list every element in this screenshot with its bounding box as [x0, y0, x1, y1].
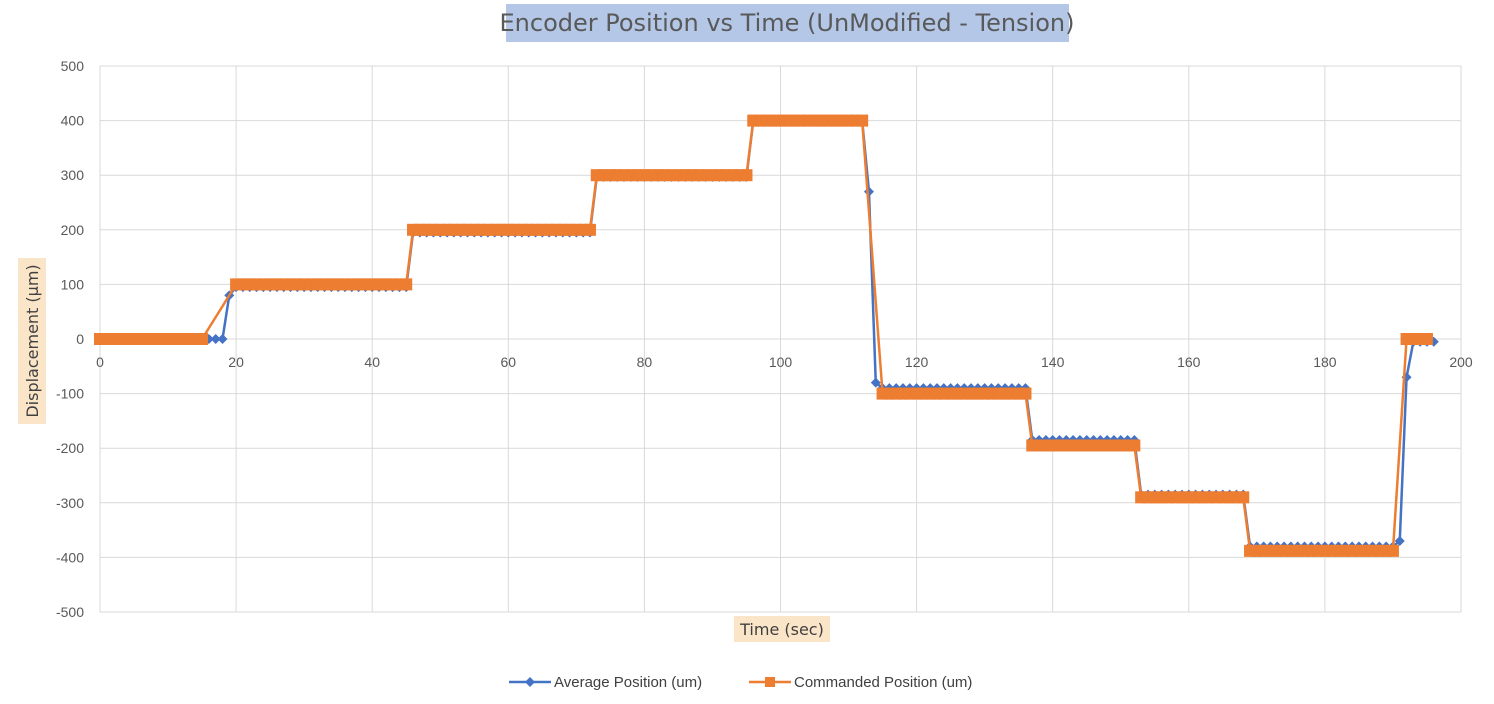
y-axis-title-highlight	[18, 258, 46, 424]
legend-item-commanded: Commanded Position (um)	[749, 674, 972, 691]
data-point-average	[210, 334, 221, 344]
x-axis-ticks: 0 20 40 60 80 100 120 140 160 180 200	[96, 354, 1473, 370]
y-tick-label: -300	[56, 495, 84, 511]
x-tick-label: 80	[637, 354, 653, 370]
y-axis-title: Displacement (µm)	[23, 264, 42, 417]
data-point-commanded	[1128, 439, 1141, 452]
y-tick-label: -500	[56, 604, 84, 620]
x-tick-label: 160	[1177, 354, 1201, 370]
x-axis-title-highlight	[734, 616, 830, 642]
legend: Average Position (um) Commanded Position…	[509, 674, 972, 691]
data-point-average	[217, 334, 228, 344]
x-tick-label: 200	[1449, 354, 1473, 370]
y-tick-label: 500	[61, 58, 85, 74]
x-tick-label: 140	[1041, 354, 1065, 370]
data-point-commanded	[1386, 544, 1399, 557]
y-tick-label: 300	[61, 167, 85, 183]
series-average-line	[100, 119, 1434, 548]
series-average-position	[95, 115, 1439, 552]
x-tick-label: 100	[769, 354, 793, 370]
series-commanded-line	[100, 119, 1427, 553]
data-point-commanded	[196, 333, 209, 345]
y-tick-label: 400	[61, 113, 85, 129]
legend-swatch-average-marker	[525, 677, 535, 687]
data-point-commanded	[509, 223, 522, 236]
data-point-commanded	[1420, 333, 1433, 345]
series-layer	[94, 114, 1439, 557]
y-tick-label: 200	[61, 222, 85, 238]
x-tick-label: 40	[364, 354, 380, 370]
grid	[99, 65, 1462, 613]
x-tick-label: 120	[905, 354, 929, 370]
series-commanded-position	[94, 114, 1433, 557]
legend-label-commanded: Commanded Position (um)	[794, 674, 972, 691]
y-axis-ticks: 500 400 300 200 100 0 -100 -200 -300 -400 -500	[56, 58, 84, 620]
x-axis-title: Time (sec)	[739, 620, 824, 639]
x-tick-label: 60	[501, 354, 517, 370]
data-point-commanded	[740, 169, 753, 182]
chart-title: Encoder Position vs Time (UnModified - T…	[500, 9, 1075, 37]
y-tick-label: 100	[61, 276, 85, 292]
data-point-commanded	[1237, 491, 1250, 504]
y-tick-label: -100	[56, 386, 84, 402]
x-tick-label: 180	[1313, 354, 1337, 370]
y-tick-label: -400	[56, 549, 84, 565]
chart-title-highlight	[506, 4, 1069, 42]
legend-item-average: Average Position (um)	[509, 674, 702, 691]
x-tick-label: 20	[228, 354, 244, 370]
data-point-commanded	[1019, 387, 1032, 400]
data-point-average	[870, 377, 881, 388]
data-point-commanded	[856, 114, 869, 127]
y-tick-label: -200	[56, 440, 84, 456]
legend-swatch-commanded-marker	[765, 677, 775, 687]
data-point-commanded	[583, 223, 596, 236]
data-point-average	[1394, 536, 1405, 547]
data-point-commanded	[400, 278, 413, 291]
legend-label-average: Average Position (um)	[554, 674, 702, 691]
y-tick-label: 0	[76, 331, 84, 347]
x-tick-label: 0	[96, 354, 104, 370]
